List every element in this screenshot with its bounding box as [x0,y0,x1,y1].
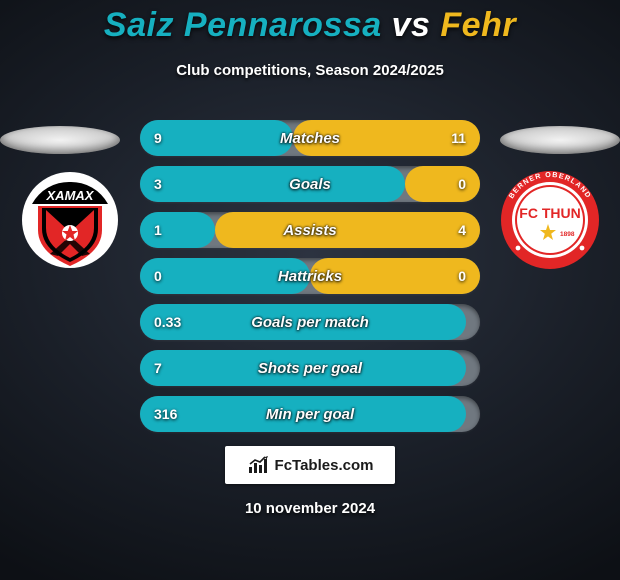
stat-row-assists: Assists14 [140,212,480,248]
bar-fill-right [310,258,480,294]
stat-row-min-per-goal: Min per goal316 [140,396,480,432]
player2-name: Fehr [440,6,516,44]
vs-text: vs [392,6,431,44]
subtitle: Club competitions, Season 2024/2025 [0,62,620,79]
stat-row-goals-per-match: Goals per match0.33 [140,304,480,340]
stat-row-matches: Matches911 [140,120,480,156]
bar-fill-left [140,120,293,156]
crest-left-text: XAMAX [46,188,95,203]
bar-fill-single [140,350,466,386]
crest-right-year: 1898 [560,231,575,238]
bar-fill-right [293,120,480,156]
chart-icon [247,455,271,475]
page-title: Saiz Pennarossa vs Fehr [0,6,620,45]
player1-name: Saiz Pennarossa [104,6,382,44]
watermark-box: FcTables.com [225,446,395,484]
stat-bars: Matches911 Goals30 Assists14 Hattricks00 Goa… [140,120,480,442]
bar-fill-left [140,258,310,294]
crest-right-center-text: FC THUN [519,205,580,221]
watermark-text: FcTables.com [275,457,374,474]
bar-fill-left [140,212,215,248]
shadow-ellipse-right [500,126,620,154]
bar-fill-left [140,166,405,202]
stat-row-shots-per-goal: Shots per goal7 [140,350,480,386]
club-crest-right: BERNER OBERLAND FC THUN 1898 [500,170,600,270]
bar-fill-right [405,166,480,202]
bar-fill-single [140,304,466,340]
date-text: 10 november 2024 [0,500,620,517]
shadow-ellipse-left [0,126,120,154]
club-crest-left: XAMAX [20,170,120,270]
stat-row-goals: Goals30 [140,166,480,202]
bar-fill-right [215,212,480,248]
bar-fill-single [140,396,466,432]
stat-row-hattricks: Hattricks00 [140,258,480,294]
